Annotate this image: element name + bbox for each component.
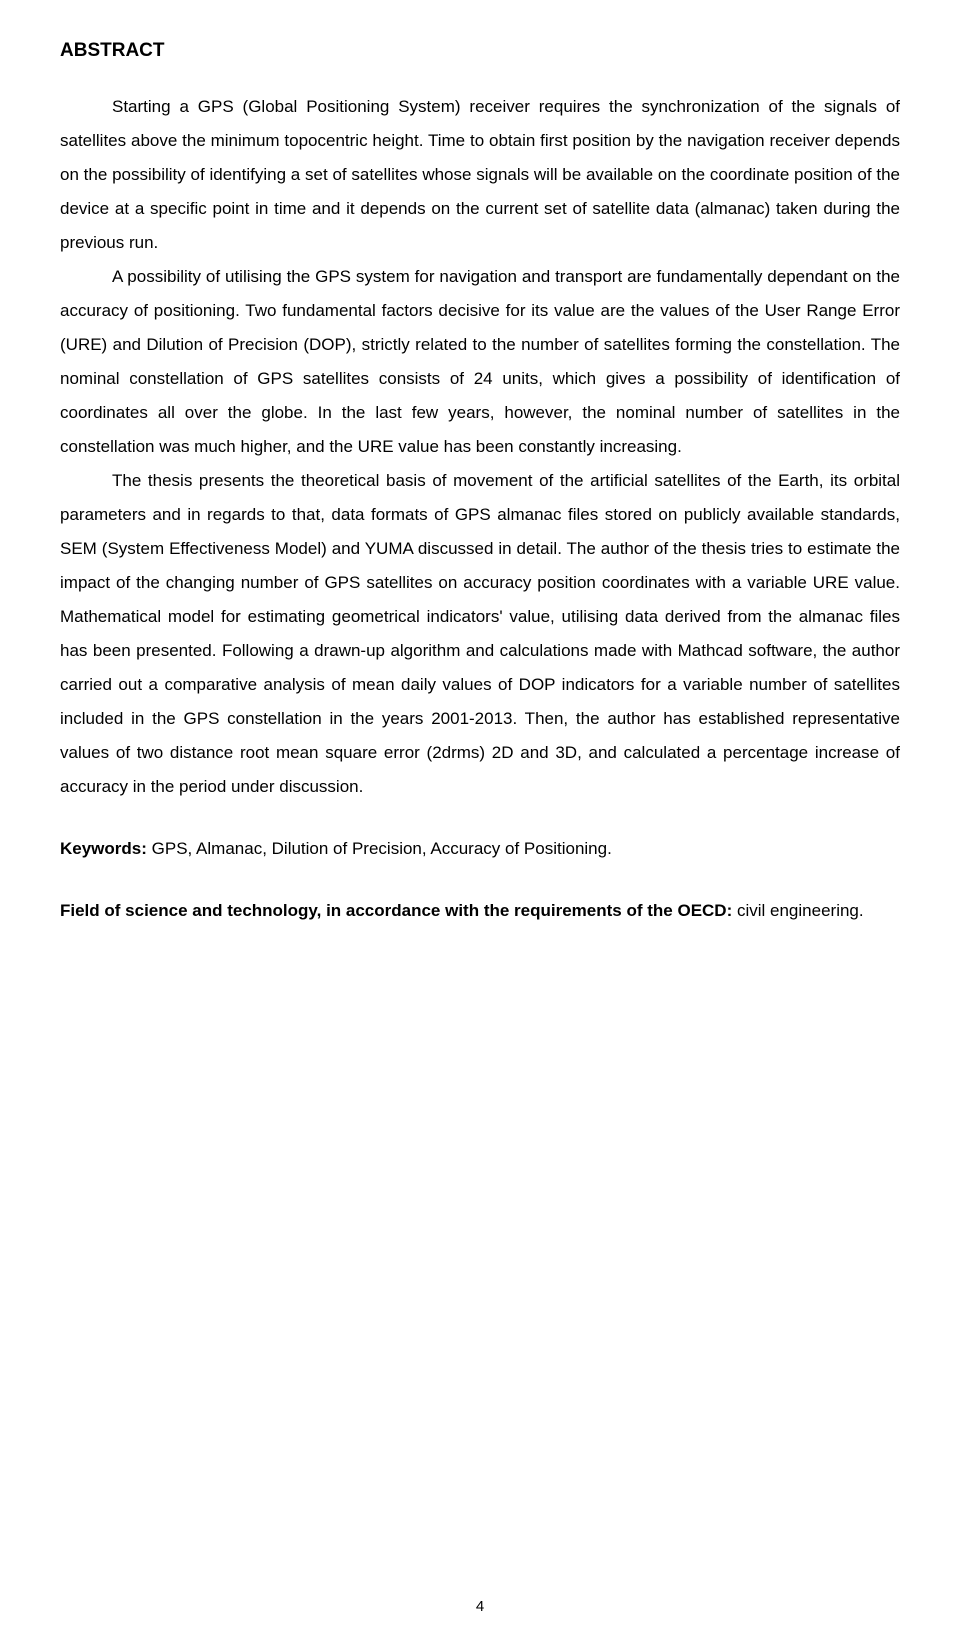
field-line: Field of science and technology, in acco… [60, 894, 900, 928]
paragraph-2: A possibility of utilising the GPS syste… [60, 260, 900, 464]
keywords-line: Keywords: GPS, Almanac, Dilution of Prec… [60, 832, 900, 866]
paragraph-3: The thesis presents the theoretical basi… [60, 464, 900, 804]
page-number: 4 [0, 1598, 960, 1615]
field-label: Field of science and technology, in acco… [60, 901, 732, 920]
keywords-label: Keywords: [60, 839, 147, 858]
field-value: civil engineering. [732, 901, 863, 920]
abstract-heading: ABSTRACT [60, 40, 900, 62]
paragraph-1: Starting a GPS (Global Positioning Syste… [60, 90, 900, 260]
abstract-body: Starting a GPS (Global Positioning Syste… [60, 90, 900, 804]
keywords-value: GPS, Almanac, Dilution of Precision, Acc… [147, 839, 612, 858]
